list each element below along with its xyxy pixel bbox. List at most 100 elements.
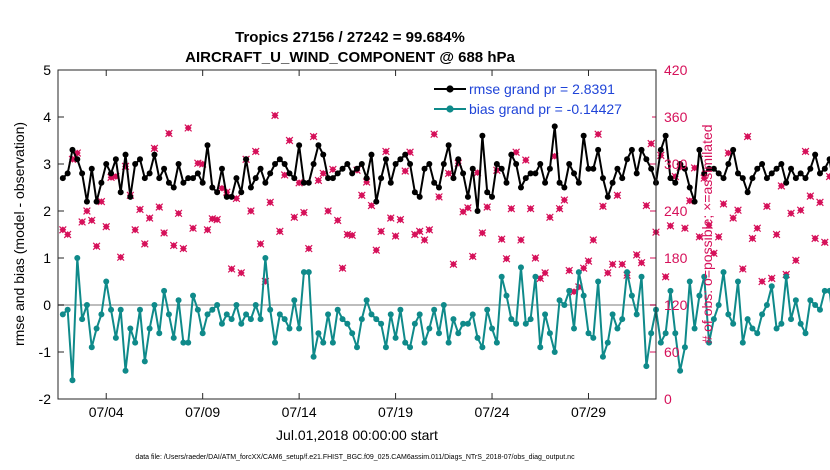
rmse-point — [199, 179, 206, 186]
bias-point — [566, 287, 573, 294]
rmse-point — [484, 189, 491, 196]
obs-assimilated-marker — [92, 242, 101, 251]
obs-assimilated-marker — [97, 197, 106, 206]
y-right-tick-label: 240 — [664, 203, 688, 219]
obs-assimilated-marker — [430, 130, 438, 139]
obs-assimilated-marker — [295, 178, 303, 187]
bias-point — [628, 292, 635, 299]
bias-point — [643, 363, 650, 370]
footnote: data file: /Users/raeder/DAI/ATM_forcXX/… — [135, 454, 575, 461]
rmse-point — [667, 175, 674, 182]
bias-point — [363, 297, 370, 304]
rmse-point — [267, 170, 274, 177]
rmse-point — [460, 170, 467, 177]
bias-point — [334, 306, 341, 313]
obs-assimilated-marker — [526, 204, 535, 213]
bias-point — [730, 320, 737, 327]
obs-assimilated-marker — [415, 227, 424, 236]
bias-point — [609, 311, 616, 318]
obs-assimilated-marker — [266, 198, 275, 207]
rmse-point — [247, 184, 254, 191]
rmse-point — [286, 170, 293, 177]
bias-point — [595, 278, 602, 285]
rmse-point — [517, 184, 524, 191]
obs-assimilated-marker — [806, 192, 815, 200]
bias-point — [339, 316, 346, 323]
rmse-point — [479, 132, 486, 139]
rmse-point — [749, 175, 756, 182]
rmse-point — [262, 179, 269, 186]
obs-assimilated-marker — [411, 230, 419, 239]
plot-series — [58, 104, 830, 384]
bias-point — [604, 339, 611, 346]
rmse-point — [498, 165, 505, 172]
rmse-point — [773, 165, 780, 172]
rmse-point — [83, 198, 90, 205]
rmse-point — [556, 179, 563, 186]
rmse-point — [807, 165, 814, 172]
rmse-point — [734, 170, 741, 177]
bias-point — [426, 325, 433, 332]
rmse-point — [161, 165, 168, 172]
obs-assimilated-marker — [136, 205, 144, 214]
obs-assimilated-marker — [271, 111, 279, 120]
bias-point — [421, 339, 428, 346]
obs-assimilated-marker — [748, 234, 757, 243]
rmse-point — [373, 198, 380, 205]
rmse-point — [754, 165, 761, 172]
y-tick-label: -2 — [39, 391, 52, 407]
bias-point — [190, 292, 197, 299]
obs-assimilated-marker — [729, 214, 737, 222]
rmse-point — [402, 151, 409, 158]
bias-point — [826, 287, 830, 294]
obs-assimilated-marker — [83, 207, 91, 215]
bias-point — [161, 287, 168, 294]
obs-assimilated-marker — [203, 225, 212, 234]
rmse-point — [59, 175, 66, 182]
bias-point — [349, 330, 356, 337]
obs-assimilated-marker — [184, 124, 193, 132]
bias-point — [228, 316, 235, 323]
obs-assimilated-marker — [377, 227, 385, 236]
bias-point — [136, 306, 143, 313]
rmse-point — [175, 161, 182, 167]
rmse-point — [421, 165, 428, 172]
rmse-point — [575, 179, 582, 186]
rmse-point — [411, 189, 418, 196]
rmse-point — [252, 175, 259, 182]
chart-title: Tropics 27156 / 27242 = 99.684% — [235, 29, 465, 46]
obs-assimilated-marker — [767, 274, 776, 283]
bias-point — [209, 306, 216, 313]
y-right-tick-label: 360 — [664, 109, 688, 125]
rmse-point — [141, 175, 148, 182]
rmse-point — [710, 165, 717, 172]
rmse-point — [566, 161, 573, 167]
y-tick-label: 2 — [43, 203, 51, 219]
rmse-point — [136, 156, 143, 163]
bias-point — [93, 325, 100, 332]
obs-assimilated-marker — [420, 236, 429, 244]
bias-point — [272, 339, 279, 346]
obs-assimilated-marker — [816, 198, 824, 207]
bias-point — [821, 287, 828, 294]
rmse-point — [768, 170, 775, 177]
rmse-point — [214, 189, 221, 196]
bias-point — [315, 330, 322, 337]
bias-point — [165, 311, 172, 318]
obs-assimilated-marker — [290, 213, 299, 222]
bias-point — [440, 302, 447, 308]
rmse-point — [127, 193, 134, 200]
bias-point — [358, 316, 365, 323]
rmse-point — [296, 142, 303, 149]
bias-point — [571, 325, 578, 332]
bias-point — [701, 273, 708, 280]
rmse-point — [69, 146, 76, 153]
bias-point — [725, 311, 732, 318]
obs-assimilated-marker — [772, 230, 781, 239]
x-tick-label: 07/24 — [475, 404, 510, 420]
rmse-point — [79, 170, 86, 177]
rmse-point — [706, 165, 713, 172]
obs-assimilated-marker — [314, 176, 323, 185]
rmse-point — [759, 161, 766, 167]
